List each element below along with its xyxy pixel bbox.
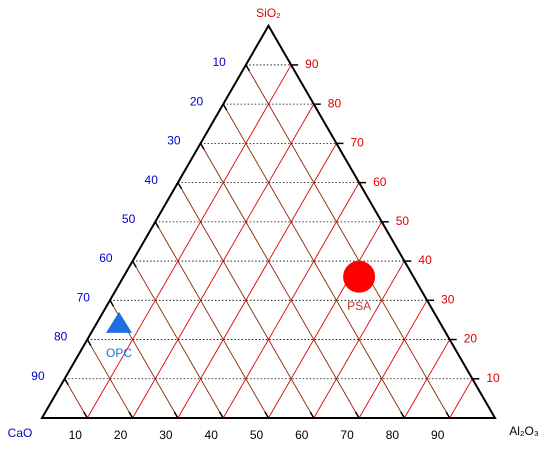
cao-tick-label: 70 [77, 290, 91, 304]
grid-line [64, 378, 88, 419]
tick-mark [173, 411, 179, 419]
point-label: PSA [347, 299, 371, 313]
sio2-axis-label: SiO₂ [256, 6, 281, 20]
grid-line [200, 143, 360, 419]
al2o3-tick-label: 10 [69, 428, 83, 442]
grid-line [222, 103, 405, 419]
tick-mark [131, 260, 137, 268]
tick-mark [86, 339, 92, 346]
cao-axis-label: CaO [8, 426, 33, 440]
tick-mark [128, 411, 134, 419]
tick-mark [177, 182, 183, 189]
tick-mark [264, 411, 270, 419]
tick-mark [400, 411, 406, 419]
cao-tick-label: 30 [167, 134, 181, 148]
sio2-tick-label: 50 [396, 214, 410, 228]
tick-mark [199, 143, 205, 150]
al2o3-axis-label: Al₂O₃ [509, 424, 539, 438]
sio2-tick-label: 60 [373, 175, 387, 189]
al2o3-tick-label: 40 [205, 428, 219, 442]
cao-tick-label: 10 [212, 55, 226, 69]
grid-line [132, 260, 224, 419]
grid-line [268, 221, 383, 419]
tick-mark [245, 64, 250, 72]
data-point [343, 260, 376, 293]
al2o3-tick-label: 50 [250, 428, 264, 442]
tick-mark [64, 378, 69, 386]
grid-line [177, 182, 315, 419]
sio2-tick-label: 90 [305, 57, 319, 71]
tick-mark [109, 299, 115, 307]
sio2-tick-label: 10 [486, 371, 500, 385]
grid-line [449, 378, 473, 419]
al2o3-tick-label: 60 [295, 428, 309, 442]
cao-tick-label: 90 [31, 369, 45, 383]
grid-line [245, 64, 451, 419]
grid-line [177, 143, 337, 419]
sio2-tick-label: 20 [464, 332, 478, 346]
cao-tick-label: 50 [122, 212, 136, 226]
tick-mark [309, 411, 315, 419]
sio2-tick-label: 30 [441, 292, 455, 306]
tick-mark [219, 411, 224, 419]
sio2-tick-label: 40 [418, 253, 432, 267]
al2o3-tick-label: 70 [340, 428, 354, 442]
grid-line [358, 300, 428, 419]
cao-tick-label: 80 [54, 330, 68, 344]
al2o3-tick-label: 20 [114, 428, 128, 442]
point-label: OPC [106, 346, 132, 360]
al2o3-tick-label: 80 [386, 428, 400, 442]
tick-mark [154, 221, 160, 229]
tick-mark [222, 103, 228, 111]
data-point [106, 311, 133, 333]
tick-mark [83, 411, 88, 419]
sio2-tick-label: 70 [350, 136, 364, 150]
al2o3-tick-label: 90 [431, 428, 445, 442]
grid-line [154, 221, 269, 419]
al2o3-tick-label: 30 [159, 428, 173, 442]
tick-mark [445, 411, 451, 419]
grid-line [86, 339, 133, 419]
grid-line [86, 64, 292, 419]
tick-mark [354, 411, 360, 419]
cao-tick-label: 60 [99, 251, 113, 265]
cao-tick-label: 40 [145, 173, 159, 187]
cao-tick-label: 20 [190, 94, 204, 108]
sio2-tick-label: 80 [328, 96, 342, 110]
